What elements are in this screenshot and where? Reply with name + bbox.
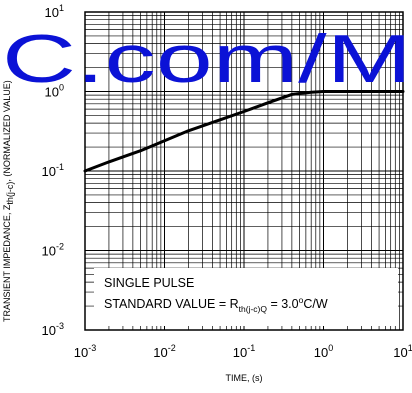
y-tick-label: 10-3 [42,321,64,338]
annotation-background [94,268,398,326]
x-tick-label: 101 [393,343,412,360]
annotation-line2-suffix: C/W [303,297,328,311]
y-axis-title-suffix: , (NORMALIZED VALUE) [2,80,12,181]
x-axis-title: TIME, (s) [226,373,263,383]
annotation-line1: SINGLE PULSE [104,276,194,290]
annotation-line2-sup: o [299,295,304,305]
series-line [83,90,405,173]
annotation-line2: STANDARD VALUE = Rth(j-c)Q = 3.0oC/W [104,295,328,314]
y-axis-title-sub: th(j-c) [5,182,15,205]
y-tick-label: 10-1 [42,162,64,179]
y-tick-label: 101 [45,3,64,20]
x-tick-label: 10-2 [153,343,175,360]
plot-frame [84,11,404,331]
annotation-line2-prefix: STANDARD VALUE = R [104,297,239,311]
x-tick-label: 10-1 [233,343,255,360]
y-tick-label: 100 [45,83,64,100]
x-tick-label: 10-3 [74,343,96,360]
annotation-line2-mid: = 3.0 [267,297,299,311]
y-tick-labels: 101 100 10-1 10-2 10-3 [42,3,64,338]
y-axis-title: TRANSIENT IMPEDANCE, Zth(j-c), (NORMALIZ… [2,80,15,322]
watermark-text: C.com/M [2,21,412,97]
annotation-box: SINGLE PULSE STANDARD VALUE = Rth(j-c)Q … [94,268,398,326]
x-tick-labels: 10-3 10-2 10-1 100 101 [74,343,412,360]
x-tick-label: 100 [314,343,333,360]
y-axis-title-prefix: TRANSIENT IMPEDANCE, Z [2,204,12,322]
annotation-line2-sub: th(j-c)Q [239,304,268,314]
y-tick-label: 10-2 [42,242,64,259]
